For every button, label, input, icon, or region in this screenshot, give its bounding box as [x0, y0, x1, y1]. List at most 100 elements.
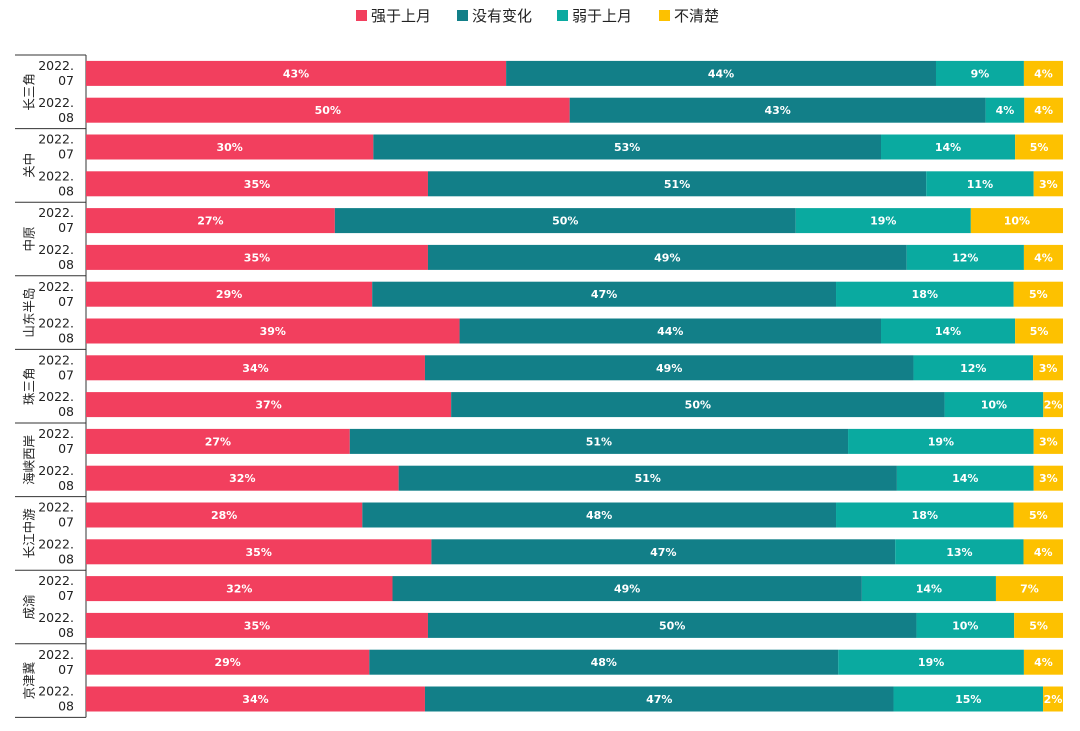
bar-segment	[1033, 171, 1063, 197]
bar-segment	[86, 60, 507, 86]
data-label: 48%	[591, 656, 617, 669]
data-label: 44%	[657, 325, 683, 338]
data-label: 10%	[981, 399, 1007, 412]
bar-segment	[896, 465, 1034, 491]
region-label-7: 长江中游	[22, 508, 37, 559]
data-label: 19%	[870, 215, 896, 228]
bar-segment	[349, 428, 849, 454]
data-label: 32%	[226, 583, 252, 596]
data-label: 5%	[1030, 141, 1049, 154]
data-label: 2%	[1044, 693, 1063, 706]
bar-segment	[838, 649, 1024, 675]
data-label: 51%	[586, 435, 612, 448]
data-label: 3%	[1039, 472, 1058, 485]
bar-segment	[1015, 134, 1063, 160]
bar-segment	[398, 465, 897, 491]
legend-swatch-3	[557, 10, 568, 21]
bar-segment	[970, 208, 1063, 234]
data-label: 34%	[242, 693, 268, 706]
data-label: 49%	[654, 251, 680, 264]
data-label: 37%	[255, 399, 281, 412]
period-label: 2022. 07	[38, 500, 74, 530]
data-label: 44%	[708, 67, 734, 80]
bar-segment	[362, 502, 837, 528]
bar-segment	[86, 97, 570, 123]
region-label-9: 京津冀	[22, 662, 37, 700]
data-label: 18%	[912, 509, 938, 522]
data-label: 34%	[242, 362, 268, 375]
period-label: 2022. 08	[38, 536, 74, 566]
data-label: 14%	[916, 583, 942, 596]
period-label: 2022. 07	[38, 647, 74, 677]
bar-segment	[86, 649, 370, 675]
bar-segment	[86, 686, 425, 712]
bar-segment	[424, 686, 894, 712]
bar-segment	[427, 612, 917, 638]
region-label-8: 成渝	[22, 594, 37, 620]
data-label: 35%	[244, 178, 270, 191]
bar-segment	[86, 576, 393, 602]
bar-segment	[334, 208, 796, 234]
period-label: 2022. 07	[38, 132, 74, 162]
period-label: 2022. 08	[38, 389, 74, 419]
data-label: 43%	[283, 67, 309, 80]
data-label: 14%	[952, 472, 978, 485]
region-label-2: 关中	[22, 153, 37, 178]
data-label: 4%	[1034, 104, 1053, 117]
data-label: 47%	[591, 288, 617, 301]
bar-segment	[1024, 97, 1063, 123]
bar-segment	[1033, 465, 1063, 491]
data-label: 48%	[586, 509, 612, 522]
bars: 43% 44% 9% 4% 50% 43% 4% 4% 30% 53% 14% 5% 35% 51% 11%…	[86, 60, 1063, 712]
bar-segment	[427, 244, 907, 270]
bar-segment	[86, 134, 374, 160]
bar-segment	[1033, 428, 1063, 454]
data-label: 27%	[205, 435, 231, 448]
data-label: 18%	[912, 288, 938, 301]
data-label: 35%	[244, 619, 270, 632]
data-label: 50%	[315, 104, 341, 117]
bar-segment	[431, 539, 896, 565]
region-label-1: 长三角	[22, 73, 37, 111]
data-label: 47%	[646, 693, 672, 706]
data-label: 5%	[1029, 288, 1048, 301]
period-label: 2022. 08	[38, 168, 74, 198]
bar-segment	[944, 392, 1044, 418]
bar-segment	[373, 134, 882, 160]
data-label: 29%	[214, 656, 240, 669]
data-label: 12%	[960, 362, 986, 375]
period-label: 2022. 07	[38, 426, 74, 456]
data-label: 11%	[967, 178, 993, 191]
data-label: 35%	[246, 546, 272, 559]
data-label: 2%	[1044, 399, 1063, 412]
bar-segment	[86, 392, 452, 418]
data-label: 29%	[216, 288, 242, 301]
bar-segment	[569, 97, 986, 123]
period-label: 2022. 07	[38, 279, 74, 309]
region-label-6: 海峡西岸	[22, 435, 37, 485]
bar-segment	[1043, 686, 1063, 712]
bar-segment	[86, 318, 460, 344]
bar-segment	[506, 60, 936, 86]
data-label: 4%	[1034, 251, 1053, 264]
legend: 强于上月 没有变化 弱于上月 不清楚	[356, 7, 719, 25]
data-label: 4%	[1034, 656, 1053, 669]
bar-segment	[86, 355, 425, 381]
bar-segment	[836, 502, 1014, 528]
data-label: 32%	[229, 472, 255, 485]
data-label: 4%	[1034, 67, 1053, 80]
data-label: 39%	[260, 325, 286, 338]
bar-segment	[881, 318, 1016, 344]
data-label: 3%	[1039, 435, 1058, 448]
data-label: 15%	[955, 693, 981, 706]
data-label: 50%	[552, 215, 578, 228]
data-label: 47%	[650, 546, 676, 559]
period-label: 2022. 08	[38, 95, 74, 125]
bar-segment	[895, 539, 1024, 565]
period-label: 2022. 07	[38, 352, 74, 382]
bar-segment	[1023, 649, 1063, 675]
bar-segment	[1023, 60, 1063, 86]
data-label: 9%	[971, 67, 990, 80]
data-label: 27%	[197, 215, 223, 228]
bar-segment	[86, 208, 335, 234]
